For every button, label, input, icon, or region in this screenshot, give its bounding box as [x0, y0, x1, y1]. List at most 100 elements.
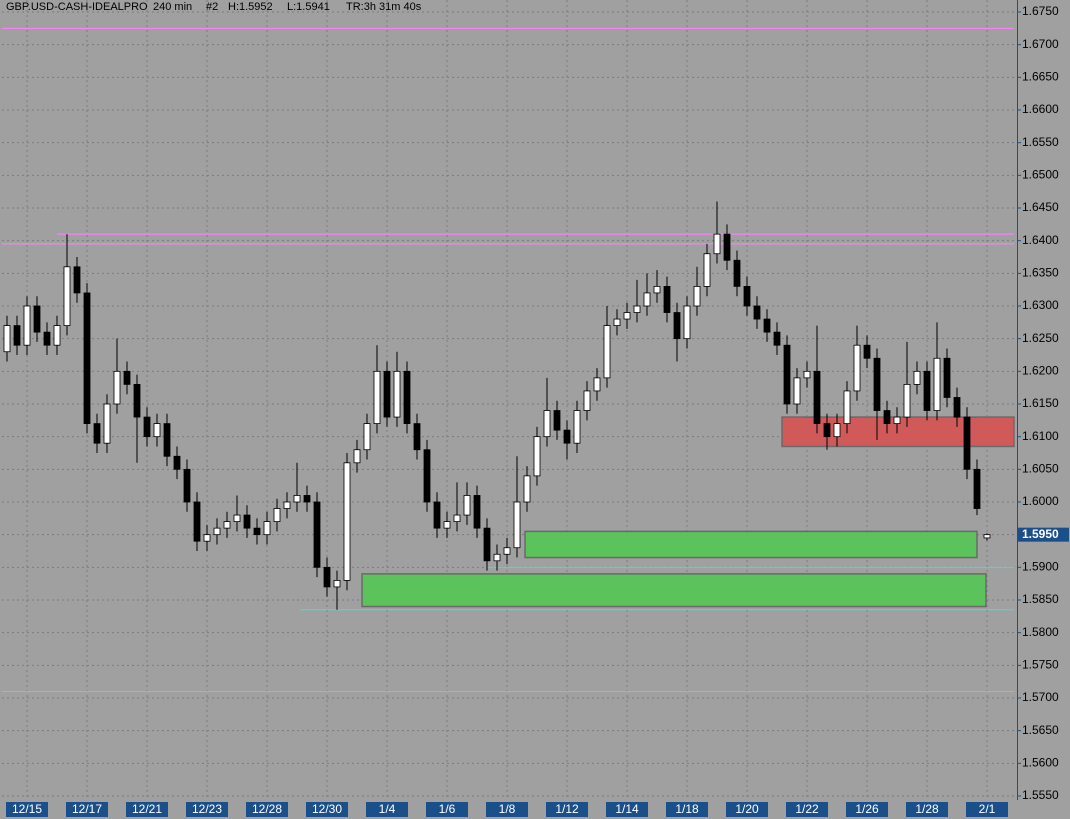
x-label-box — [786, 802, 828, 817]
candle-body — [963, 416, 971, 470]
x-label-box — [306, 802, 348, 817]
timeframe: 240 min — [153, 1, 192, 13]
candle-body — [173, 455, 181, 470]
candle-body — [763, 318, 771, 333]
x-tick-label: 1/4 — [379, 802, 396, 816]
x-label-box — [126, 802, 168, 817]
candle-body — [923, 370, 931, 411]
candle-body — [953, 397, 961, 418]
x-tick-label: 12/30 — [312, 802, 342, 816]
x-tick-label: 1/14 — [615, 802, 639, 816]
high-label: H:1.5952 — [228, 1, 273, 13]
candle-body — [253, 527, 261, 536]
candle-body — [303, 495, 311, 503]
candle-body — [453, 514, 461, 522]
x-label-box — [366, 802, 408, 817]
candle-body — [503, 547, 511, 555]
y-tick-label: 1.6450 — [1022, 200, 1059, 214]
y-tick-label: 1.6200 — [1022, 364, 1059, 378]
candle-body — [413, 423, 421, 451]
candle-body — [443, 521, 451, 529]
candle-body — [153, 423, 161, 438]
candle-body — [563, 429, 571, 444]
candle-body — [813, 370, 821, 425]
chart-id: #2 — [206, 1, 218, 13]
candle-body — [473, 495, 481, 529]
candle-body — [733, 259, 741, 287]
candle-body — [973, 468, 981, 509]
candle-body — [433, 501, 441, 529]
x-label-box — [546, 802, 588, 817]
x-label-box — [246, 802, 288, 817]
candle-body — [903, 383, 911, 418]
candle-body — [53, 325, 61, 346]
candle-body — [683, 305, 691, 340]
candle-body — [313, 501, 321, 568]
x-tick-label: 12/23 — [192, 802, 222, 816]
candle-body — [203, 534, 211, 542]
y-tick-label: 1.6300 — [1022, 298, 1059, 312]
candle-body — [343, 462, 351, 581]
candle-body — [73, 266, 81, 294]
x-label-box — [606, 802, 648, 817]
x-label-box — [486, 802, 528, 817]
candle-body — [663, 285, 671, 313]
y-tick-label: 1.6100 — [1022, 429, 1059, 443]
candle-body — [703, 253, 711, 287]
candle-body — [673, 312, 681, 340]
zone — [524, 530, 978, 559]
y-tick-label: 1.5700 — [1022, 690, 1059, 704]
x-tick-label: 12/28 — [252, 802, 282, 816]
candle-body — [43, 331, 51, 346]
candle-body — [693, 285, 701, 307]
x-tick-label: 1/22 — [795, 802, 819, 816]
candle-body — [463, 495, 471, 516]
low-label: L:1.5941 — [287, 1, 330, 13]
y-tick-label: 1.5600 — [1022, 756, 1059, 770]
y-tick-label: 1.5550 — [1022, 788, 1059, 802]
y-tick-label: 1.6600 — [1022, 102, 1059, 116]
candle-body — [133, 383, 141, 418]
x-tick-label: 12/21 — [132, 802, 162, 816]
y-tick-label: 1.6750 — [1022, 4, 1059, 18]
candle-body — [613, 318, 621, 327]
candle-body — [653, 285, 661, 294]
candle-body — [353, 449, 361, 464]
x-tick-label: 1/12 — [555, 802, 579, 816]
candle-body — [793, 377, 801, 405]
candle-body — [243, 514, 251, 529]
candle-body — [553, 410, 561, 431]
y-tick-label: 1.5750 — [1022, 658, 1059, 672]
candle-body — [943, 357, 951, 398]
candle-body — [803, 370, 811, 379]
candle-body — [823, 423, 831, 438]
candle-body — [283, 501, 291, 509]
candle-body — [233, 514, 241, 522]
candle-body — [863, 344, 871, 359]
symbol: GBP.USD-CASH-IDEALPRO — [6, 1, 148, 13]
candle-body — [3, 325, 11, 353]
y-tick-label: 1.6000 — [1022, 494, 1059, 508]
candle-body — [213, 527, 221, 536]
candle-body — [323, 566, 331, 588]
candle-body — [623, 312, 631, 320]
candle-body — [983, 534, 991, 539]
x-tick-label: 1/20 — [735, 802, 759, 816]
candle-body — [723, 233, 731, 261]
candle-body — [163, 423, 171, 457]
candle-body — [603, 325, 611, 379]
candle-body — [363, 423, 371, 451]
y-tick-label: 1.5850 — [1022, 592, 1059, 606]
last-price-label: 1.5950 — [1022, 527, 1059, 541]
x-tick-label: 12/17 — [72, 802, 102, 816]
candle-body — [123, 370, 131, 385]
zone — [361, 573, 987, 608]
y-tick-label: 1.6150 — [1022, 396, 1059, 410]
x-label-box — [846, 802, 888, 817]
time-remaining: TR:3h 31m 40s — [346, 1, 422, 13]
candle-body — [83, 292, 91, 424]
candle-body — [643, 292, 651, 307]
candle-body — [103, 403, 111, 444]
y-tick-label: 1.6650 — [1022, 70, 1059, 84]
